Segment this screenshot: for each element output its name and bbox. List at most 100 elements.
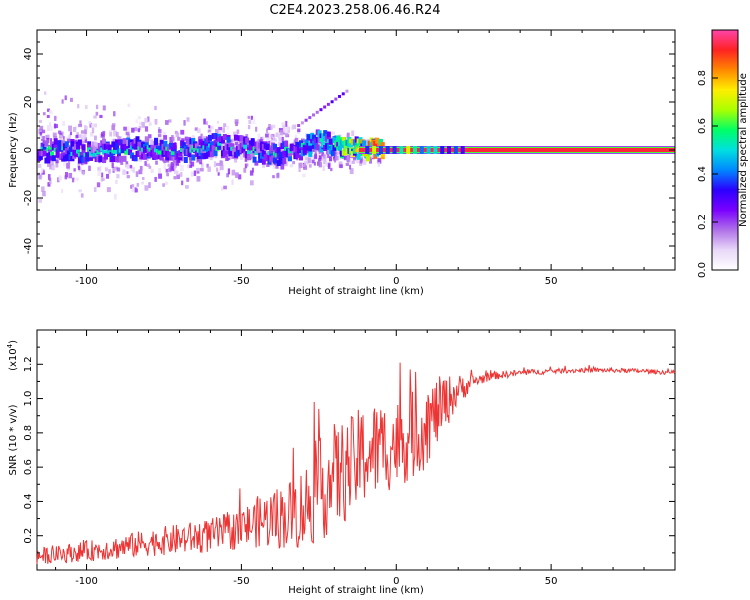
- spectrogram-cell: [149, 156, 154, 160]
- spectrogram-cell: [234, 141, 239, 146]
- spectrogram-cell: [284, 140, 289, 147]
- spectrogram-cell: [104, 167, 109, 172]
- snr-panel: -100 -50 0 50 0.2 0.4 0.6 0.8 1.0 1.2 Height of …: [6, 329, 676, 596]
- spectrogram-cell: [214, 128, 219, 133]
- spectrogram-y-tick-label: 20: [23, 96, 34, 109]
- spectrogram-cell: [197, 128, 201, 133]
- spectrogram-cell: [73, 168, 76, 172]
- spectrogram-cell: [281, 122, 285, 128]
- spectrogram-cell: [399, 146, 404, 154]
- spectrogram-cell: [308, 150, 313, 157]
- spectrogram-cell: [126, 134, 130, 138]
- spectrogram-cell: [137, 141, 142, 148]
- spectrogram-cell: [323, 158, 327, 165]
- snr-scale-close: ): [8, 340, 19, 344]
- spectrogram-peak: [193, 148, 198, 153]
- spectrogram-cell: [299, 154, 304, 161]
- spectrogram-cell: [310, 155, 315, 159]
- spectrogram-cell: [85, 152, 90, 159]
- spectrogram-cell: [189, 157, 192, 164]
- spectrogram-cell: [341, 136, 346, 143]
- spectrogram-cell: [137, 128, 141, 133]
- spectrogram-cell: [303, 165, 308, 170]
- spectrogram-cell: [84, 137, 88, 143]
- spectrogram-cell: [147, 134, 152, 139]
- spectrogram-cell: [47, 108, 50, 112]
- spectrogram-cell: [100, 177, 103, 182]
- spectrogram-cell: [216, 120, 220, 124]
- spectrogram-cell: [113, 111, 116, 117]
- spectrogram-cell: [351, 160, 355, 164]
- spectrogram-cell: [308, 157, 312, 164]
- spectrogram-cell: [213, 161, 217, 168]
- spectrogram-cell: [362, 140, 367, 147]
- spectrogram-cell: [107, 144, 112, 151]
- spectrogram-cell: [291, 142, 296, 147]
- spectrogram-cell: [281, 130, 286, 135]
- spectrogram-cell: [109, 131, 113, 137]
- spectrogram-cell: [198, 139, 203, 146]
- spectrogram-cell: [211, 125, 214, 130]
- spectrogram-cell: [250, 151, 255, 158]
- spectrogram-cell: [220, 128, 224, 133]
- spectrogram-cell: [55, 162, 59, 168]
- spectrogram-cell: [172, 142, 177, 149]
- spectrogram-cell: [82, 171, 85, 176]
- spectrogram-cell: [46, 157, 51, 164]
- spectrogram-cell: [176, 173, 180, 180]
- spectrogram-cell: [141, 121, 145, 128]
- snr-y-axis: 0.2 0.4 0.6 0.8 1.0 1.2: [23, 346, 675, 554]
- spectrogram-cell: [76, 132, 79, 137]
- spectrogram-cell: [235, 172, 239, 178]
- spectrogram-cell: [146, 163, 151, 167]
- spectrogram-cell: [197, 156, 201, 162]
- snr-x-axis: -100 -50 0 50: [55, 330, 676, 587]
- spectrogram-cell: [79, 143, 82, 149]
- snr-x-tick-label: 0: [393, 576, 399, 587]
- spectrogram-cell: [38, 128, 43, 135]
- spectrogram-cell: [206, 163, 209, 168]
- spectrogram-cell: [93, 135, 97, 141]
- spectrogram-cell: [80, 137, 84, 142]
- spectrogram-cell: [154, 118, 158, 125]
- snr-y-tick-label: 0.4: [23, 493, 34, 509]
- spectrogram-cell: [90, 123, 95, 128]
- spectrogram-cell: [165, 181, 168, 185]
- spectrogram-cell: [180, 129, 185, 135]
- spectrogram-cell: [385, 146, 390, 154]
- spectrogram-cell: [262, 137, 265, 141]
- spectrogram-cell: [286, 155, 289, 160]
- spectrogram-cell: [150, 169, 154, 173]
- spectrogram-cell: [196, 152, 201, 159]
- spectrogram-cell: [377, 162, 381, 167]
- snr-y-tick-label: 0.6: [23, 459, 34, 475]
- spectrogram-cell: [230, 143, 235, 150]
- spectrogram-cell: [353, 153, 358, 159]
- spectrogram-cell: [372, 146, 377, 154]
- spectrogram-cell: [302, 164, 306, 168]
- spectrogram-cell: [412, 146, 417, 154]
- spectrogram-cell: [222, 134, 227, 141]
- spectrogram-cell: [371, 153, 375, 159]
- spectrogram-cell: [330, 150, 335, 157]
- colorbar-frame: [711, 29, 739, 271]
- spectrogram-cell: [207, 134, 212, 141]
- spectrogram-cell: [260, 136, 264, 141]
- spectrogram-cell: [112, 167, 116, 172]
- spectrogram-cell: [79, 152, 84, 159]
- spectrogram-cell: [323, 130, 328, 137]
- spectrogram-cell: [298, 162, 303, 169]
- spectrogram-cell: [261, 150, 266, 157]
- spectrogram-cell: [359, 161, 363, 166]
- spectrogram-cell: [126, 164, 130, 170]
- spectrogram-cell: [80, 130, 85, 134]
- spectrogram-cell: [217, 172, 220, 176]
- spectrogram-cell: [326, 131, 331, 138]
- spectrogram-cell: [304, 133, 308, 137]
- spectrogram-cell: [323, 105, 327, 109]
- spectrogram-cell: [53, 138, 58, 145]
- spectrogram-cell: [127, 126, 130, 133]
- spectrogram-cell: [315, 144, 320, 151]
- spectrogram-cell: [207, 166, 211, 172]
